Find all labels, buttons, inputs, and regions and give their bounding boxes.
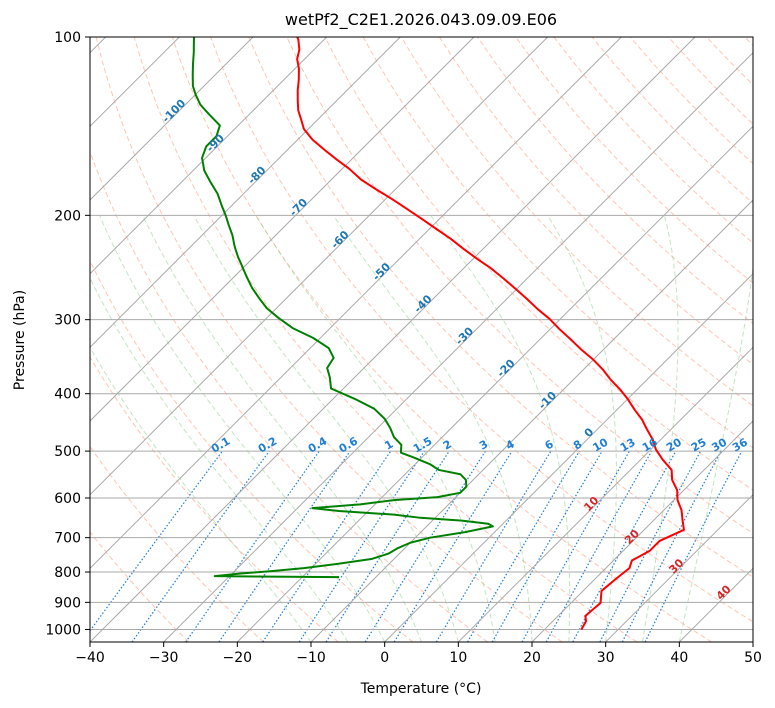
mixing-ratio-line bbox=[218, 450, 351, 642]
isotherm-line bbox=[90, 37, 622, 570]
dry-adiabat bbox=[90, 531, 190, 642]
dry-adiabat bbox=[90, 150, 488, 642]
x-axis-label: Temperature (°C) bbox=[360, 681, 482, 697]
isotherm-line bbox=[90, 37, 696, 642]
isotherm-line bbox=[90, 37, 328, 275]
moist-adiabat bbox=[547, 215, 617, 642]
x-tick-label: −30 bbox=[149, 650, 179, 666]
isotherm-line bbox=[236, 125, 753, 642]
x-tick-label: −40 bbox=[75, 650, 105, 666]
dry-adiabat bbox=[439, 37, 753, 366]
dry-adiabat bbox=[171, 37, 712, 642]
mixing-ratio-line bbox=[364, 450, 486, 642]
moist-adiabat bbox=[255, 215, 496, 642]
y-tick-label: 1000 bbox=[45, 622, 81, 638]
y-tick-label: 700 bbox=[54, 531, 81, 547]
x-tick-label: 10 bbox=[449, 650, 467, 666]
x-tick-label: 20 bbox=[523, 650, 541, 666]
x-tick-label: 30 bbox=[597, 650, 615, 666]
mixing-ratio-line bbox=[131, 450, 270, 642]
x-tick-label: 0 bbox=[380, 650, 389, 666]
moist-adiabat bbox=[642, 215, 679, 642]
moist-adiabat bbox=[193, 215, 459, 642]
dry-adiabat bbox=[133, 37, 638, 642]
dry-adiabat bbox=[95, 37, 563, 642]
moist-adiabat bbox=[90, 277, 349, 642]
isotherm-line bbox=[90, 37, 475, 422]
y-tick-label: 100 bbox=[54, 30, 81, 46]
x-tick-label: −10 bbox=[296, 650, 326, 666]
y-axis-label: Pressure (hPa) bbox=[12, 290, 28, 390]
mixing-ratio-line bbox=[644, 450, 743, 642]
temperature-profile bbox=[296, 37, 685, 630]
moist-adiabat bbox=[430, 215, 571, 642]
y-tick-label: 400 bbox=[54, 387, 81, 403]
dry-adiabat bbox=[90, 445, 264, 642]
mixing-ratio-line bbox=[621, 450, 722, 642]
dry-adiabat bbox=[210, 37, 753, 623]
y-tick-label: 200 bbox=[54, 208, 81, 224]
mixing-ratio-line bbox=[572, 450, 677, 642]
plot-frame bbox=[89, 36, 754, 643]
mixing-ratio-line bbox=[298, 450, 425, 642]
dry-adiabat bbox=[90, 356, 339, 642]
x-tick-label: 40 bbox=[670, 650, 688, 666]
y-tick-label: 600 bbox=[54, 491, 81, 507]
y-tick-label: 300 bbox=[54, 313, 81, 329]
isotherm-line bbox=[163, 51, 753, 642]
isotherm-line bbox=[90, 37, 254, 201]
isotherm-line bbox=[310, 199, 753, 642]
isotherm-line bbox=[531, 420, 753, 642]
mixing-ratio-line bbox=[393, 450, 513, 642]
isotherm-line bbox=[605, 493, 753, 642]
moist-adiabat bbox=[678, 264, 753, 642]
y-tick-label: 500 bbox=[54, 444, 81, 460]
dry-adiabat bbox=[324, 37, 753, 491]
mixing-ratio-line bbox=[185, 450, 320, 642]
dewpoint-profile bbox=[191, 37, 494, 579]
x-tick-label: 50 bbox=[744, 650, 762, 666]
dry-adiabat bbox=[515, 37, 753, 284]
mixing-ratio-line bbox=[90, 450, 223, 632]
dry-adiabat bbox=[248, 37, 753, 578]
isotherm-line bbox=[457, 346, 753, 642]
mixing-ratio-line bbox=[521, 450, 631, 642]
mixing-ratio-line bbox=[325, 450, 450, 642]
mixing-ratio-line bbox=[599, 450, 702, 642]
x-tick-label: −20 bbox=[223, 650, 253, 666]
isotherm-line bbox=[384, 272, 753, 642]
mixing-ratio-line bbox=[435, 450, 552, 642]
moist-adiabat bbox=[90, 346, 312, 642]
mixing-ratio-line bbox=[262, 450, 392, 642]
y-tick-label: 800 bbox=[54, 565, 81, 581]
moist-adiabat bbox=[99, 215, 386, 642]
y-tick-label: 900 bbox=[54, 595, 81, 611]
isotherm-line bbox=[90, 37, 549, 496]
dry-adiabat bbox=[400, 37, 753, 407]
chart-title: wetPf2_C2E1.2026.043.09.09.E06 bbox=[285, 10, 557, 30]
mixing-ratio-line bbox=[545, 450, 653, 642]
moist-adiabat bbox=[142, 215, 422, 642]
isotherm-line bbox=[90, 37, 401, 349]
